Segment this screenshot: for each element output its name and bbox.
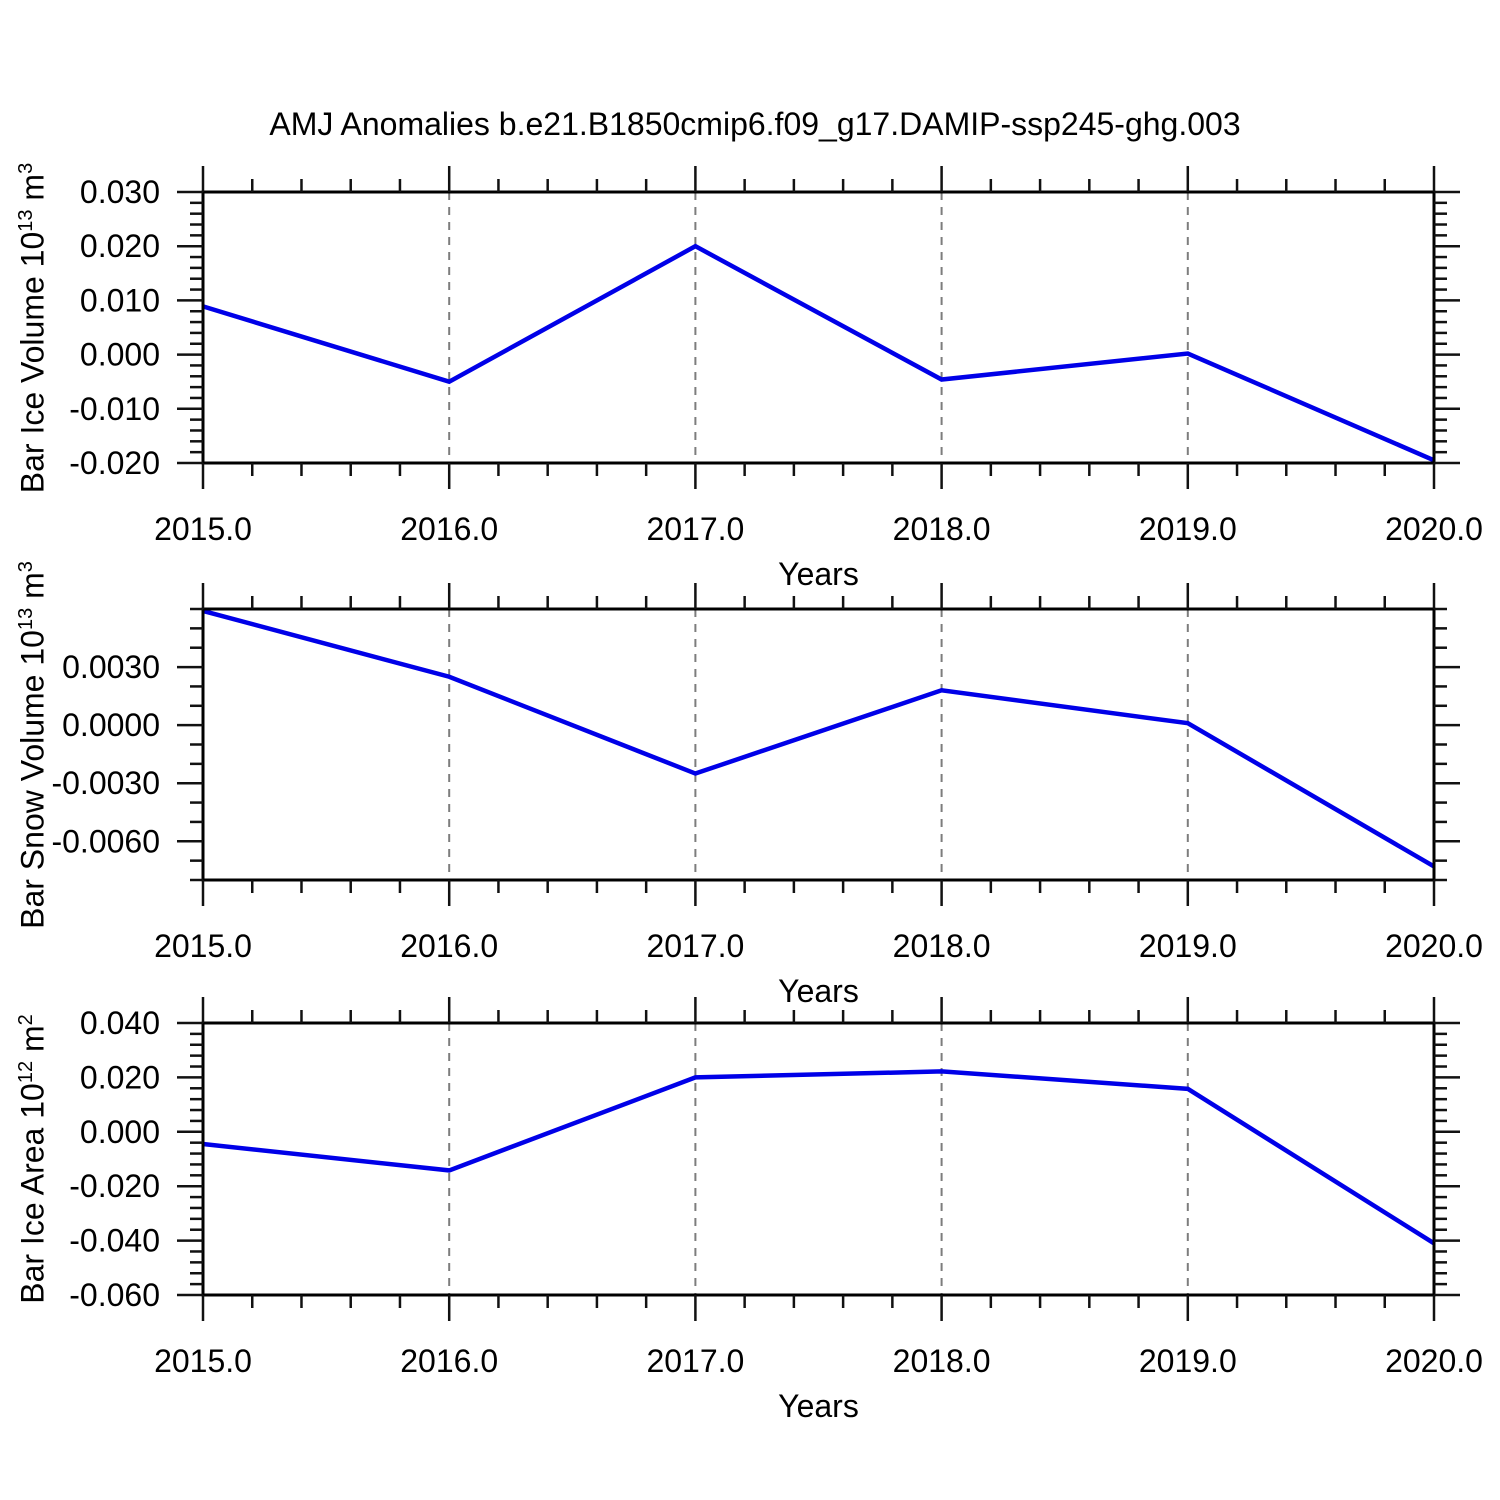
x-tick-label: 2019.0 xyxy=(1139,1343,1237,1379)
y-tick-label: 0.020 xyxy=(80,1059,160,1095)
x-tick-label: 2015.0 xyxy=(154,1343,252,1379)
x-tick-label: 2020.0 xyxy=(1385,1343,1483,1379)
y-tick-label: -0.060 xyxy=(69,1277,160,1313)
x-axis-title: Years xyxy=(778,1388,859,1424)
x-tick-label: 2019.0 xyxy=(1139,511,1237,547)
y-tick-label: 0.030 xyxy=(80,174,160,210)
figure-title: AMJ Anomalies b.e21.B1850cmip6.f09_g17.D… xyxy=(269,106,1241,142)
x-tick-label: 2018.0 xyxy=(893,928,991,964)
y-tick-label: 0.020 xyxy=(80,228,160,264)
y-tick-label: 0.000 xyxy=(80,1114,160,1150)
data-line-ice-area xyxy=(202,1069,1436,1246)
y-tick-label: -0.040 xyxy=(69,1223,160,1259)
x-tick-label: 2017.0 xyxy=(646,511,744,547)
x-tick-label: 2018.0 xyxy=(893,1343,991,1379)
x-tick-label: 2017.0 xyxy=(646,1343,744,1379)
x-tick-label: 2020.0 xyxy=(1385,511,1483,547)
x-tick-label: 2015.0 xyxy=(154,928,252,964)
x-tick-label: 2019.0 xyxy=(1139,928,1237,964)
panel-frame xyxy=(201,607,1436,882)
y-tick-label: -0.020 xyxy=(69,445,160,481)
y-tick-label: 0.0000 xyxy=(62,707,160,743)
y-tick-label: 0.040 xyxy=(80,1005,160,1041)
x-tick-label: 2016.0 xyxy=(400,928,498,964)
y-tick-label: 0.0030 xyxy=(62,649,160,685)
x-tick-label: 2020.0 xyxy=(1385,928,1483,964)
y-tick-label: 0.000 xyxy=(80,337,160,373)
y-tick-label: -0.0060 xyxy=(51,823,160,859)
y-tick-label: -0.020 xyxy=(69,1168,160,1204)
x-tick-label: 2018.0 xyxy=(893,511,991,547)
y-tick-label: -0.010 xyxy=(69,391,160,427)
x-tick-label: 2016.0 xyxy=(400,1343,498,1379)
y-tick-label: 0.010 xyxy=(80,282,160,318)
x-tick-label: 2016.0 xyxy=(400,511,498,547)
data-line-ice-volume xyxy=(202,243,1435,463)
panel-frame xyxy=(201,190,1436,465)
data-line-snow-volume xyxy=(202,608,1436,869)
y-tick-label: -0.0030 xyxy=(51,765,160,801)
x-tick-label: 2015.0 xyxy=(154,511,252,547)
x-axis-title: Years xyxy=(778,973,859,1009)
x-tick-label: 2017.0 xyxy=(646,928,744,964)
x-axis-title: Years xyxy=(778,556,859,592)
panel-frame xyxy=(201,1021,1436,1297)
